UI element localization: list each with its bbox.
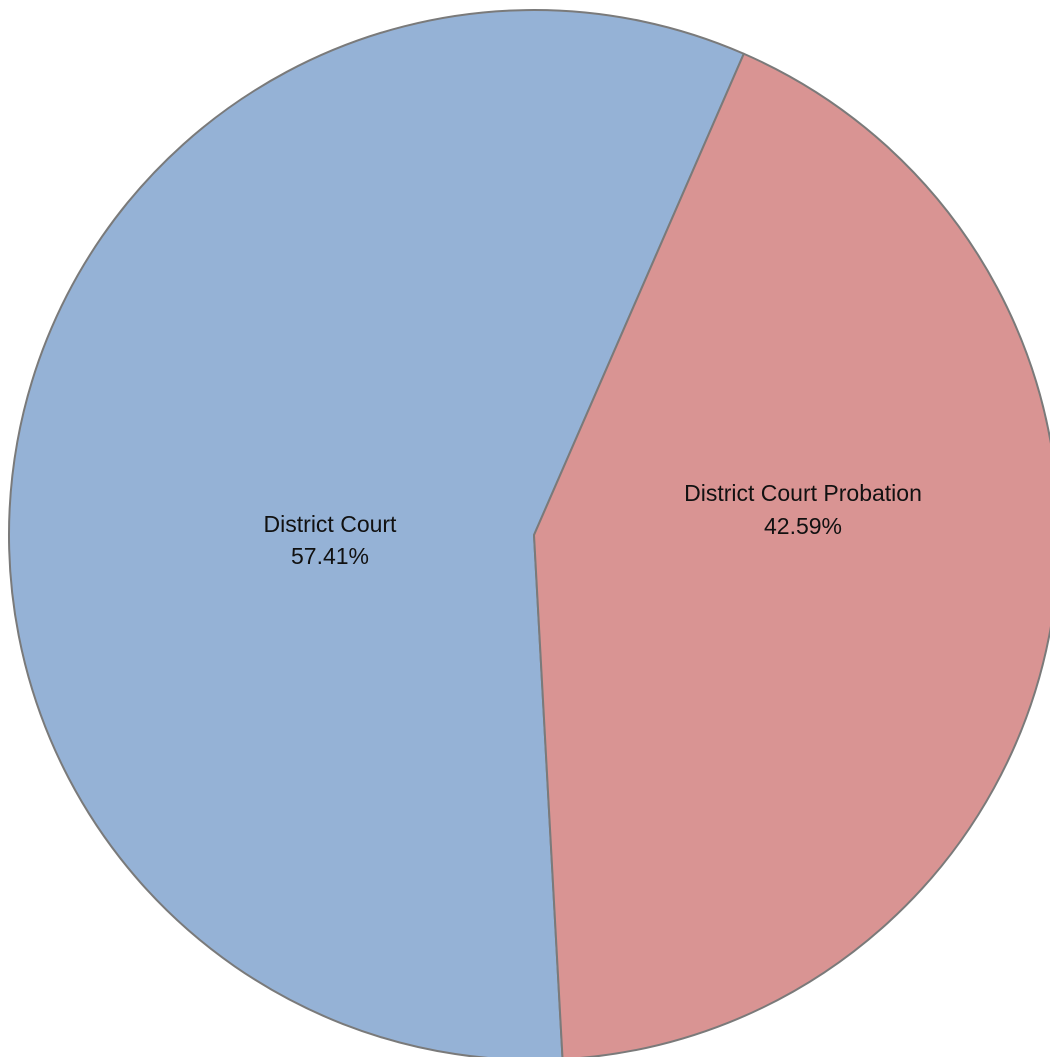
pie-slice-district-court-probation	[533, 52, 1050, 1057]
pie-slice-district-court	[7, 9, 745, 1057]
slice-label-district-court: District Court	[264, 511, 398, 537]
slice-percent-district-court-probation: 42.59%	[764, 513, 842, 539]
pie-slices	[7, 9, 1050, 1057]
pie-labels: District Court 57.41% District Court Pro…	[264, 480, 922, 569]
slice-label-district-court-probation: District Court Probation	[684, 480, 922, 506]
slice-percent-district-court: 57.41%	[291, 543, 369, 569]
